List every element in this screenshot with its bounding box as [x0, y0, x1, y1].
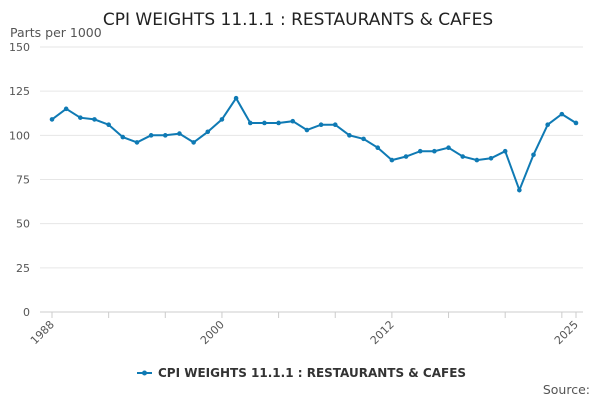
data-point[interactable] — [417, 148, 423, 154]
data-point[interactable] — [247, 120, 253, 126]
data-point[interactable] — [162, 133, 168, 138]
legend[interactable]: CPI WEIGHTS 11.1.1 : RESTAURANTS & CAFES — [137, 366, 466, 380]
data-point[interactable] — [49, 117, 55, 122]
data-point[interactable] — [191, 140, 196, 145]
data-point[interactable] — [318, 122, 324, 128]
x-tick-label: 2000 — [198, 318, 227, 347]
data-points — [49, 95, 579, 193]
data-point[interactable] — [92, 117, 97, 122]
data-point[interactable] — [63, 106, 69, 112]
data-point[interactable] — [106, 122, 111, 128]
data-point[interactable] — [517, 187, 522, 193]
data-point[interactable] — [332, 122, 338, 128]
data-point[interactable] — [276, 120, 281, 126]
data-point[interactable] — [545, 122, 550, 128]
data-point[interactable] — [361, 136, 366, 142]
x-axis-ticks: 1988 2000 2012 2025 — [28, 312, 581, 347]
data-point[interactable] — [474, 157, 480, 163]
data-point[interactable] — [403, 154, 409, 159]
y-tick-label: 100 — [9, 129, 30, 142]
data-point[interactable] — [446, 145, 451, 150]
data-point[interactable] — [347, 133, 352, 138]
y-tick-label: 50 — [16, 218, 30, 231]
y-tick-label: 25 — [16, 262, 30, 275]
gridlines — [40, 46, 583, 269]
data-point[interactable] — [290, 118, 296, 124]
data-point[interactable] — [502, 148, 508, 154]
y-tick-label: 75 — [16, 174, 30, 187]
data-point[interactable] — [389, 157, 395, 163]
source-label: Source: — [543, 382, 590, 397]
series-line — [51, 96, 577, 193]
x-tick-label: 1988 — [28, 318, 57, 347]
data-point[interactable] — [120, 134, 126, 140]
legend-label: CPI WEIGHTS 11.1.1 : RESTAURANTS & CAFES — [158, 366, 466, 380]
data-point[interactable] — [262, 120, 267, 126]
data-point[interactable] — [559, 111, 565, 117]
data-point[interactable] — [78, 115, 83, 120]
x-tick-label: 2025 — [552, 318, 581, 347]
legend-marker-icon — [142, 370, 147, 376]
data-point[interactable] — [531, 152, 536, 158]
data-point[interactable] — [432, 148, 437, 154]
data-point[interactable] — [134, 140, 140, 145]
data-point[interactable] — [205, 129, 211, 135]
y-tick-label: 150 — [9, 41, 30, 54]
data-point[interactable] — [148, 133, 154, 138]
data-point[interactable] — [573, 120, 579, 126]
data-point[interactable] — [304, 127, 310, 133]
data-point[interactable] — [375, 145, 381, 150]
y-tick-label: 125 — [9, 85, 30, 98]
data-point[interactable] — [460, 154, 466, 159]
data-point[interactable] — [233, 95, 239, 101]
data-point[interactable] — [177, 131, 182, 136]
y-axis-ticks: 0 25 50 75 100 125 150 — [9, 41, 30, 319]
y-axis-label: Parts per 1000 — [10, 25, 102, 40]
y-tick-label: 0 — [23, 306, 30, 319]
data-point[interactable] — [219, 117, 225, 122]
x-tick-label: 2012 — [368, 318, 397, 347]
data-point[interactable] — [488, 156, 494, 161]
chart-title: CPI WEIGHTS 11.1.1 : RESTAURANTS & CAFES — [103, 10, 493, 30]
